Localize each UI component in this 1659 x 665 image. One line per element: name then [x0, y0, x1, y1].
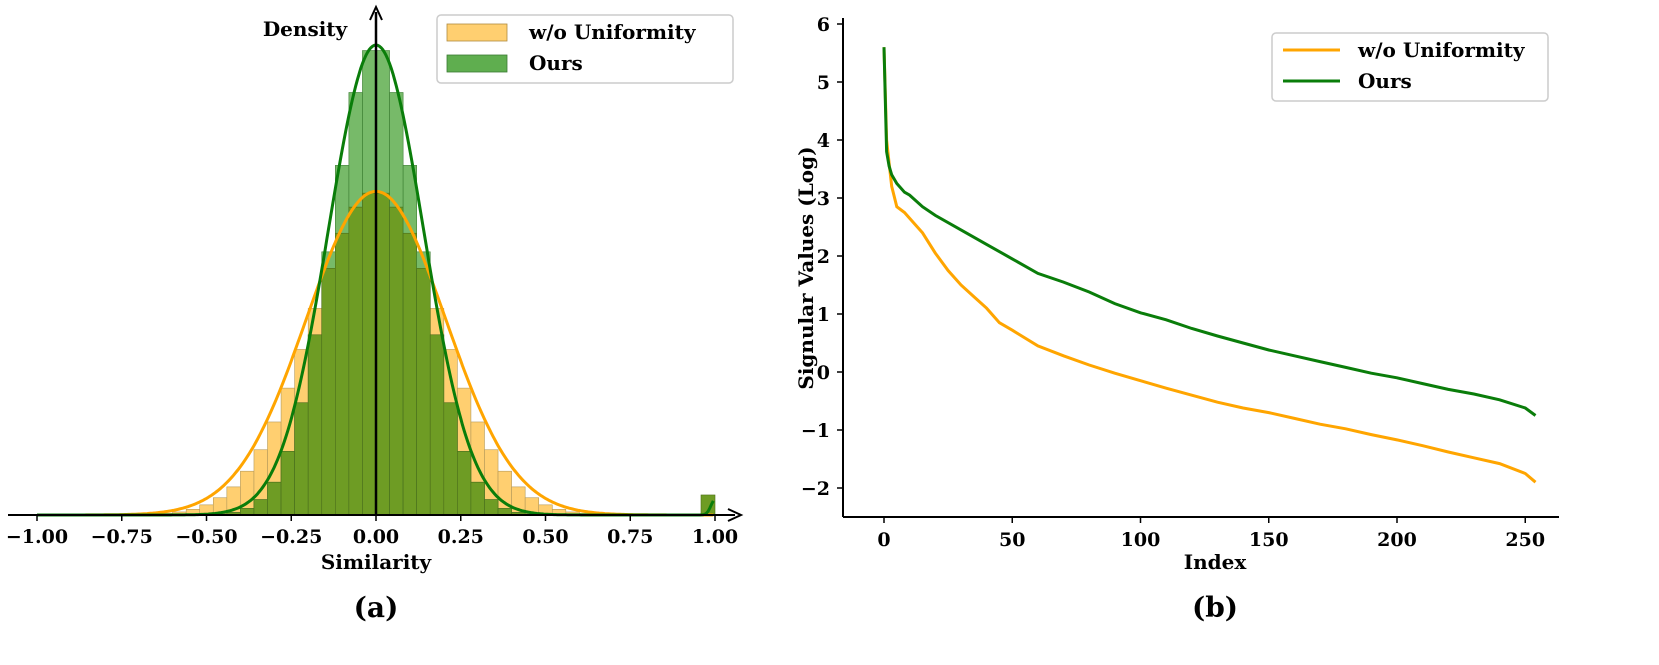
a-bar-overlap-21: [321, 268, 336, 516]
b-ytick-label-0: −2: [801, 478, 830, 500]
a-xlabel: Similarity: [321, 550, 433, 574]
b-legend-label-1: Ours: [1358, 69, 1412, 93]
a-y-axis-arrow: [369, 4, 383, 21]
b-ytick-label-6: 4: [817, 130, 830, 152]
b-ytick-label-7: 5: [817, 72, 830, 94]
a-green-bars: [212, 50, 716, 516]
a-legend: w/o Uniformity Ours: [436, 14, 734, 84]
b-panel-label: (b): [1192, 591, 1238, 624]
a-legend-label-0: w/o Uniformity: [528, 20, 697, 44]
a-bar-overlap-25: [375, 192, 390, 516]
a-bar-overlap-27: [402, 232, 417, 516]
a-bar-overlap-23: [348, 206, 363, 516]
b-xtick-label-4: 200: [1377, 529, 1417, 551]
a-bar-overlap-22: [335, 232, 350, 516]
b-legend: w/o Uniformity Ours: [1271, 32, 1549, 102]
b-line-wo-uniformity: [882, 47, 1537, 484]
b-ytick-label-3: 1: [817, 304, 830, 326]
a-bar-overlap-26: [389, 206, 404, 516]
a-bar-overlap-32: [470, 481, 485, 516]
a-xtick-label-2: −0.50: [175, 526, 237, 548]
b-xlabel: Index: [1184, 550, 1248, 574]
b-line-ours: [882, 47, 1537, 417]
a-bar-overlap-28: [416, 268, 431, 516]
a-ylabel: Density: [263, 17, 349, 41]
panel-b-line-chart: 0 50 100 150 200 250 −2 −1 0 1 2 3 4 5 6 Index Signul…: [794, 14, 1559, 624]
b-xtick-label-1: 50: [999, 529, 1025, 551]
b-xtick-label-5: 250: [1505, 529, 1545, 551]
a-panel-label: (a): [354, 591, 399, 624]
b-ytick-label-5: 3: [817, 188, 830, 210]
b-legend-frame: [1271, 32, 1549, 102]
a-xticks: −1.00 −0.75 −0.50 −0.25 0.00 0.25 0.50 0.75 1.00: [6, 515, 738, 548]
b-yticks: −2 −1 0 1 2 3 4 5 6: [801, 14, 843, 500]
a-xtick-label-4: 0.00: [353, 526, 399, 548]
b-xtick-label-0: 0: [877, 529, 890, 551]
b-ytick-label-8: 6: [817, 14, 830, 36]
a-legend-swatch-green: [446, 54, 508, 73]
a-xtick-label-3: −0.25: [260, 526, 322, 548]
a-bar-overlap-30: [443, 402, 458, 516]
a-bar-overlap-18: [280, 451, 295, 516]
a-bar-overlap-29: [429, 334, 445, 516]
a-xtick-label-5: 0.25: [438, 526, 484, 548]
a-xtick-label-6: 0.50: [522, 526, 568, 548]
a-bar-overlap-31: [457, 451, 472, 516]
b-xtick-label-3: 150: [1249, 529, 1289, 551]
a-legend-frame: [436, 14, 734, 84]
b-ylabel: Signular Values (Log): [794, 146, 818, 389]
a-bar-overlap-17: [267, 481, 282, 516]
b-xticks: 0 50 100 150 200 250: [877, 517, 1545, 551]
a-legend-label-1: Ours: [529, 51, 583, 75]
b-ytick-label-4: 2: [817, 246, 830, 268]
b-ytick-label-1: −1: [801, 420, 830, 442]
a-xtick-label-8: 1.00: [692, 526, 738, 548]
a-bar-overlap-16: [253, 499, 268, 516]
a-bar-overlap-19: [294, 402, 309, 516]
b-legend-label-0: w/o Uniformity: [1357, 38, 1526, 62]
b-xtick-label-2: 100: [1121, 529, 1161, 551]
a-bar-overlap-20: [307, 334, 323, 516]
a-xtick-label-0: −1.00: [6, 526, 68, 548]
a-bar-overlap-33: [484, 499, 499, 516]
a-xtick-label-1: −0.75: [91, 526, 153, 548]
a-x-axis-arrow: [727, 508, 744, 522]
panel-a-histogram: −1.00 −0.75 −0.50 −0.25 0.00 0.25 0.50 0.75 1.00…: [6, 4, 744, 624]
a-bar-overlap-24: [362, 192, 377, 516]
a-xtick-label-7: 0.75: [607, 526, 653, 548]
a-legend-swatch-orange: [446, 23, 508, 42]
b-ytick-label-2: 0: [817, 362, 830, 384]
